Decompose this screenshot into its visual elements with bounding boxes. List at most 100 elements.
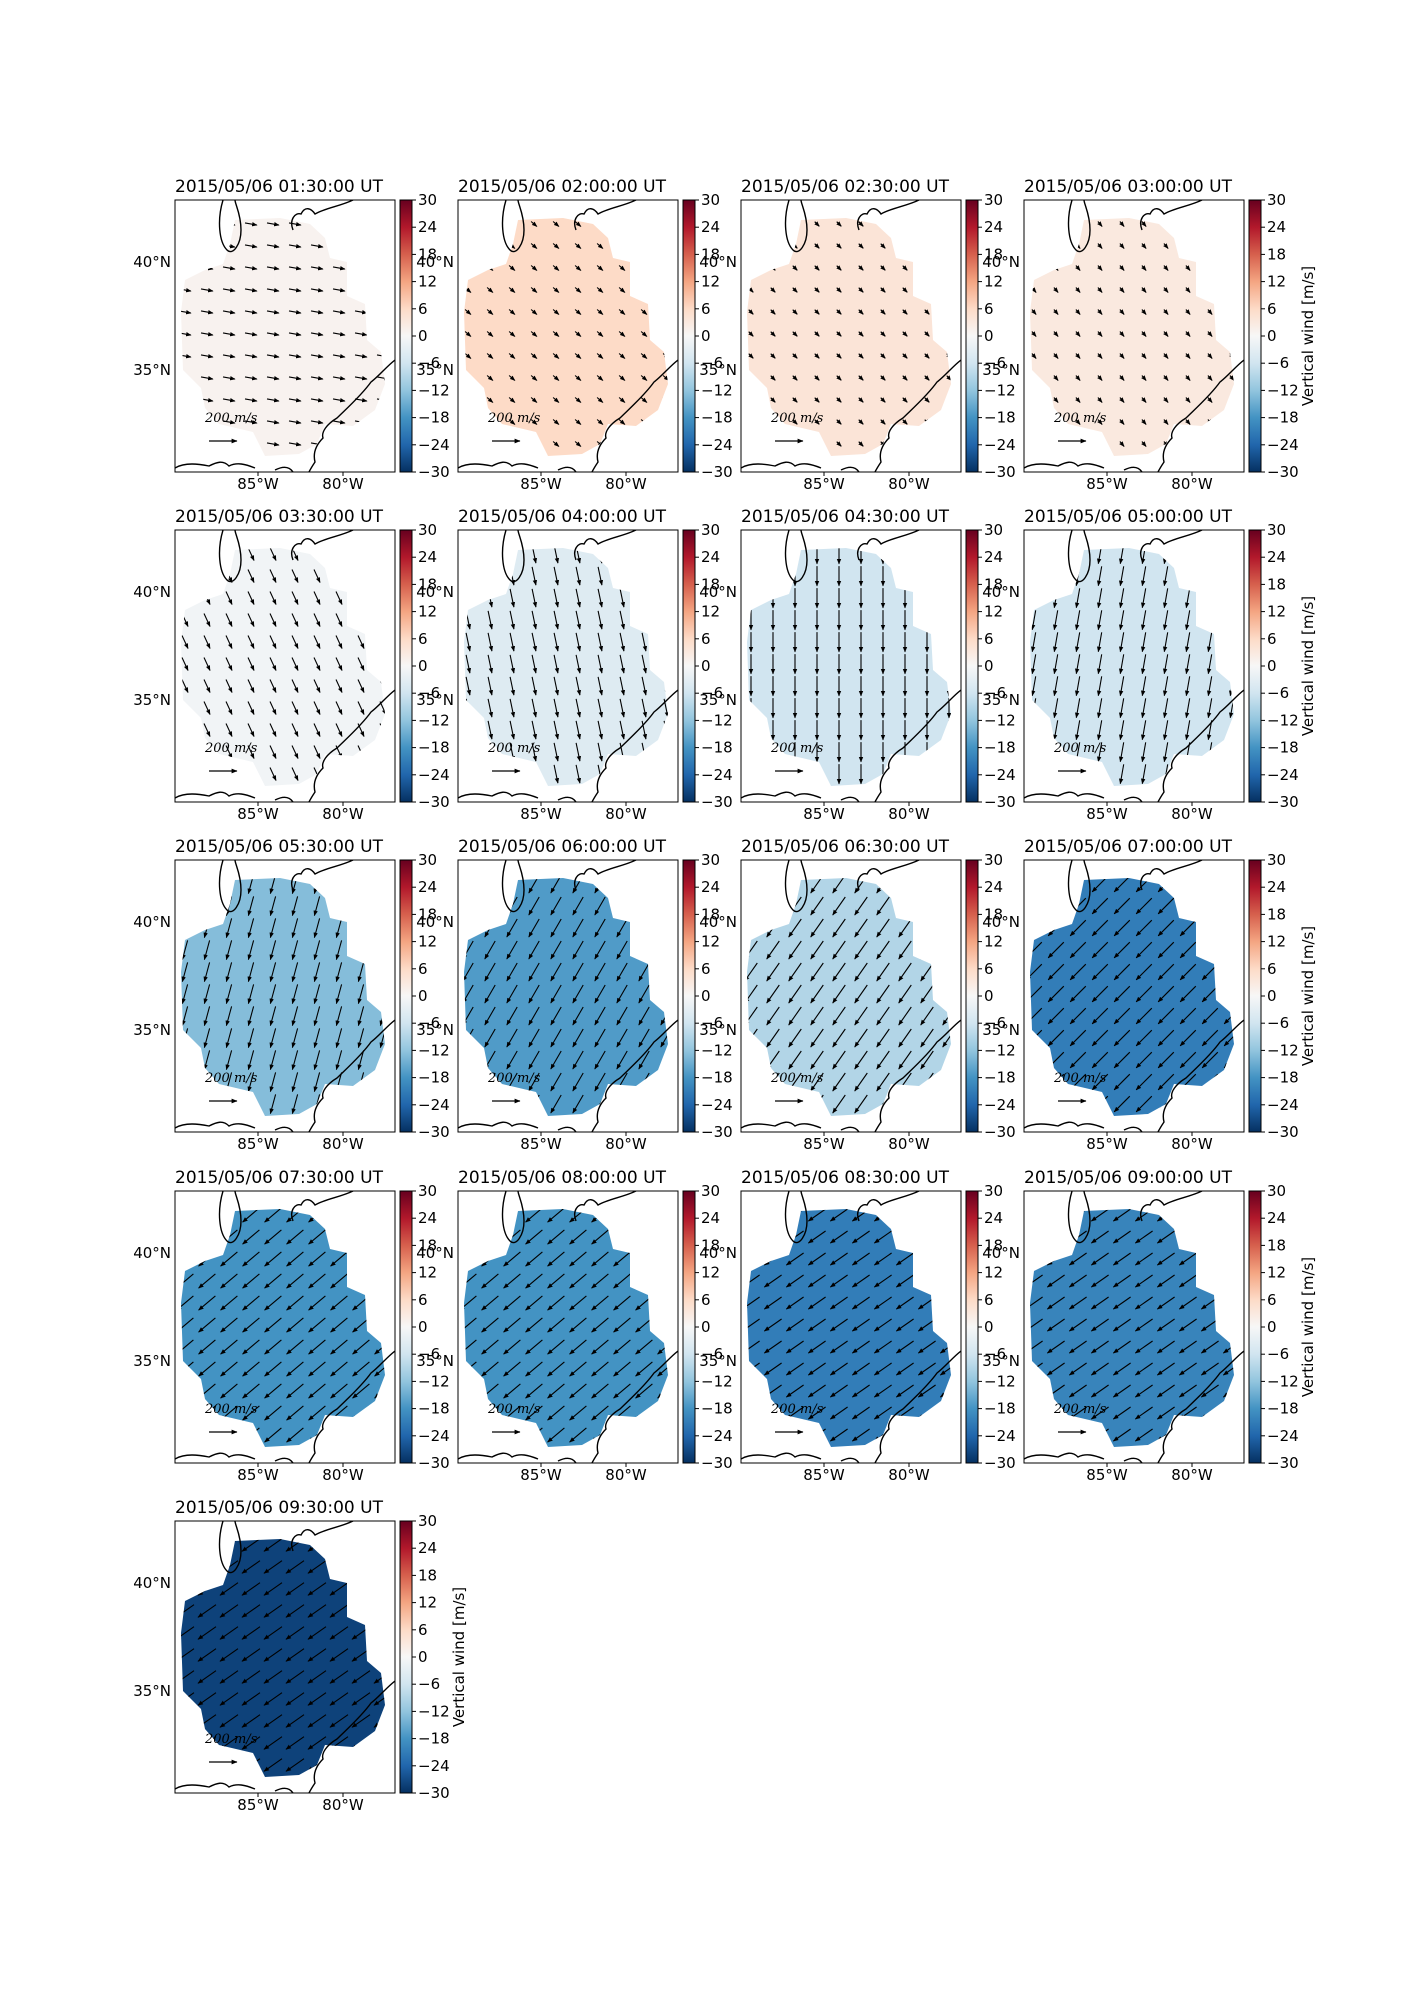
wind-arrow xyxy=(247,635,255,649)
wind-arrow xyxy=(880,265,886,271)
wind-arrow xyxy=(357,984,365,1005)
wind-arrow xyxy=(1030,610,1037,631)
colorbar-tick-label: 6 xyxy=(984,960,994,978)
wind-arrow xyxy=(509,676,516,696)
panel-title: 2015/05/06 02:00:00 UT xyxy=(458,177,667,197)
colorbar-tick-label: 18 xyxy=(701,245,720,263)
wind-arrow xyxy=(575,742,582,762)
wind-arrow xyxy=(917,1252,936,1266)
wind-arrow xyxy=(663,764,668,784)
wind-arrow xyxy=(225,657,233,671)
wind-arrow xyxy=(310,288,324,293)
wind-arrow xyxy=(247,918,255,939)
wind-arrow xyxy=(1223,941,1234,959)
wind-arrow xyxy=(747,1072,758,1092)
wind-arrow xyxy=(1097,375,1103,381)
wind-arrow xyxy=(332,332,346,337)
wind-arrow xyxy=(574,309,582,315)
panel-title: 2015/05/06 06:00:00 UT xyxy=(458,837,667,857)
wind-arrow xyxy=(379,878,385,895)
wind-arrow xyxy=(635,1273,653,1289)
wind-field xyxy=(181,878,385,1116)
wind-arrow xyxy=(181,1405,194,1421)
wind-arrow xyxy=(266,266,280,271)
wind-arrow xyxy=(374,1427,385,1443)
wind-arrow xyxy=(939,1428,951,1442)
wind-arrow xyxy=(1185,265,1191,271)
wind-arrow xyxy=(837,464,842,469)
wind-arrow xyxy=(1228,676,1234,697)
wind-arrow xyxy=(947,464,952,469)
wind-arrow xyxy=(618,221,626,227)
wind-arrow xyxy=(269,745,277,759)
wind-arrow xyxy=(332,310,346,315)
wind-arrow xyxy=(335,679,343,693)
wind-arrow xyxy=(357,918,365,939)
wind-arrow xyxy=(373,1604,385,1618)
wind-arrow xyxy=(553,676,560,696)
wind-arrow xyxy=(1185,309,1191,315)
wind-arrow xyxy=(1053,353,1059,359)
wind-arrow xyxy=(269,767,277,781)
wind-arrow xyxy=(553,742,560,762)
colorbar-tick-label: −30 xyxy=(1267,1454,1299,1472)
lat-tick-label: 40°N xyxy=(699,913,737,931)
coastline xyxy=(1140,200,1203,231)
wind-arrow xyxy=(1119,353,1125,359)
wind-arrow xyxy=(594,878,606,894)
wind-arrow xyxy=(487,654,494,674)
wind-arrow xyxy=(181,1582,195,1596)
wind-arrow xyxy=(1206,566,1213,587)
wind-arrow xyxy=(747,918,758,938)
wind-arrow xyxy=(181,1714,195,1728)
wind-arrow xyxy=(335,962,343,983)
wind-arrow xyxy=(313,962,321,983)
wind-arrow xyxy=(1031,243,1037,249)
wind-arrow xyxy=(597,698,604,718)
wind-arrow xyxy=(1158,1118,1174,1134)
wind-arrow xyxy=(1074,720,1081,741)
wind-arrow xyxy=(203,962,211,983)
wind-arrow xyxy=(553,588,560,608)
wind-arrow xyxy=(181,420,192,425)
panel-title: 2015/05/06 06:30:00 UT xyxy=(741,837,950,857)
wind-arrow xyxy=(946,441,951,447)
wind-arrow xyxy=(591,1209,609,1223)
wind-arrow xyxy=(1096,632,1103,653)
wind-arrow xyxy=(244,222,258,227)
colorbar-tick-label: −6 xyxy=(1267,1345,1289,1363)
wind-arrow xyxy=(266,442,280,447)
wind-arrow xyxy=(747,1384,760,1398)
wind-arrow xyxy=(486,375,494,381)
wind-arrow xyxy=(374,1295,385,1311)
wind-arrow xyxy=(376,376,385,381)
wind-arrow xyxy=(357,569,365,583)
wind-arrow xyxy=(351,1758,371,1772)
wind-arrow xyxy=(354,332,368,337)
colorbar-tick-label: 30 xyxy=(701,1182,720,1200)
colorbar-tick-label: −24 xyxy=(984,436,1016,454)
wind-arrow xyxy=(895,1230,914,1244)
wind-arrow xyxy=(747,1094,758,1114)
wind-arrow xyxy=(1207,375,1213,381)
wind-arrow xyxy=(640,287,648,293)
wind-arrow xyxy=(1097,331,1103,337)
wind-arrow xyxy=(1178,1428,1197,1442)
wind-arrow xyxy=(616,878,628,894)
wind-arrow xyxy=(1206,610,1213,631)
wind-arrow xyxy=(379,569,385,583)
wind-arrow xyxy=(291,1028,299,1049)
wind-arrow xyxy=(309,1450,326,1464)
wind-arrow xyxy=(1184,654,1191,675)
wind-arrow xyxy=(244,244,258,249)
wind-arrow xyxy=(531,654,538,674)
wind-arrow xyxy=(903,464,908,469)
wind-arrow xyxy=(1228,566,1234,587)
wind-arrow xyxy=(487,764,494,784)
wind-arrow xyxy=(247,1028,255,1049)
wind-arrow xyxy=(270,790,276,803)
wind-arrow xyxy=(291,657,299,671)
